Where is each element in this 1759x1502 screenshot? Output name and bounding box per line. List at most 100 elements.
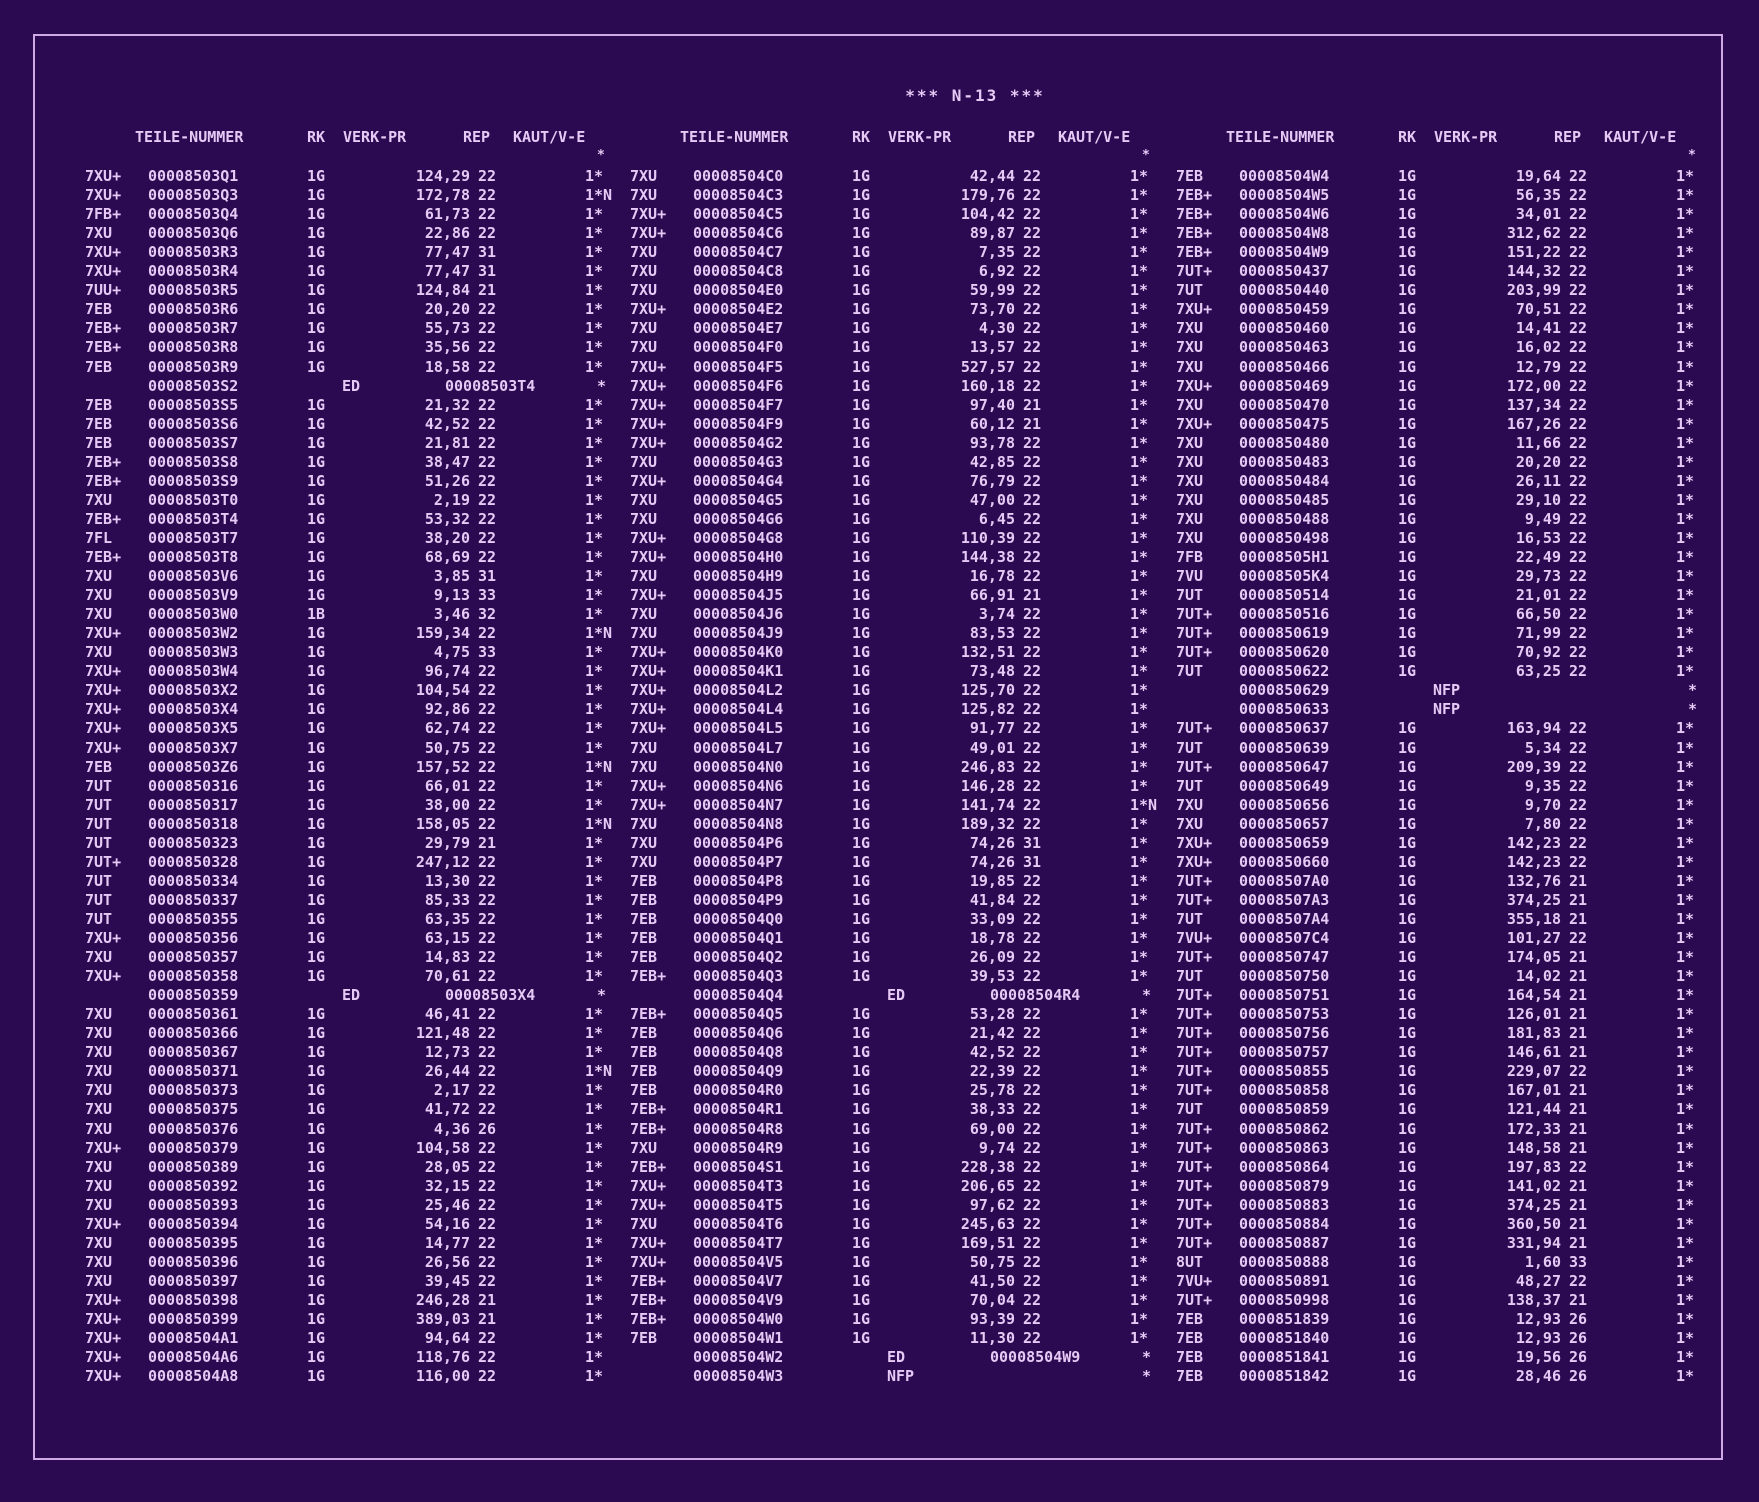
model-code: 7UT+	[1176, 624, 1213, 643]
rep-code: 21	[1569, 1081, 1588, 1100]
rep-code: 22	[478, 509, 497, 528]
part-number: 00008504V7	[693, 1271, 784, 1290]
model-code: 7XU	[85, 1176, 113, 1195]
rk-code: ED	[887, 986, 906, 1005]
rep-code: 22	[478, 338, 497, 357]
rep-code: 22	[1023, 262, 1042, 281]
part-number: 00008504W8	[1239, 224, 1330, 243]
kaut-flag: 1*	[585, 1176, 604, 1195]
sale-price: 19,64	[1515, 167, 1561, 185]
kaut-flag: 1*	[1676, 1176, 1695, 1195]
table-row: 7XU 00008504T6 1G 245,63 22 1*	[630, 1215, 1170, 1234]
table-row: 7XU+ 00008503W2 1G 159,34 22 1*N	[85, 624, 625, 643]
rk-code: 1G	[307, 224, 326, 243]
kaut-flag: 1*	[1676, 967, 1695, 986]
rep-code: 22	[1023, 1233, 1042, 1252]
part-number: 00008504V5	[693, 1252, 784, 1271]
sale-price: 59,99	[969, 281, 1015, 300]
table-row: 7XU+ 00008504A6 1G 118,76 22 1*	[85, 1348, 625, 1367]
part-number: 00008507A0	[1239, 871, 1330, 890]
rep-code: 26	[1569, 1310, 1588, 1328]
kaut-flag: 1*	[1130, 1043, 1149, 1062]
rep-code: 22	[1569, 757, 1588, 776]
kaut-flag: 1*	[1130, 1138, 1149, 1157]
part-number: 00008503T7	[148, 528, 239, 547]
kaut-flag: 1*	[1676, 795, 1695, 814]
sale-price: 89,87	[969, 224, 1015, 243]
sale-price: 20,20	[424, 300, 470, 319]
part-number: 00008503X2	[148, 681, 239, 700]
rep-code: 22	[478, 1233, 497, 1252]
part-number: 00008503T8	[148, 548, 239, 566]
kaut-flag: 1*	[1676, 1252, 1695, 1271]
model-code: 7EB	[630, 948, 658, 967]
kaut-flag: 1*	[585, 662, 604, 681]
kaut-flag: 1*	[1130, 414, 1149, 433]
rep-code: 22	[1023, 1062, 1042, 1081]
part-number: 00008507A3	[1239, 890, 1330, 909]
sale-price: 38,20	[424, 528, 470, 547]
table-row: 0000850633 NFP *	[1176, 700, 1716, 719]
sale-price: 70,04	[969, 1290, 1015, 1309]
kaut-flag: 1*N	[585, 624, 613, 643]
rk-code: 1G	[852, 186, 871, 205]
rep-code: 22	[1023, 338, 1042, 357]
sale-price: 126,01	[1506, 1005, 1561, 1024]
rep-code: 21	[1569, 1005, 1588, 1024]
kaut-flag: 1*	[1130, 338, 1149, 357]
table-row: 7XU+ 00008504F9 1G 60,12 21 1*	[630, 415, 1170, 434]
rep-code: 22	[1023, 224, 1042, 243]
rep-code: 21	[1569, 1119, 1588, 1138]
part-number: 00008503R6	[148, 300, 239, 319]
model-code: 7XU	[630, 852, 658, 871]
table-row: 7EB+ 00008504S1 1G 228,38 22 1*	[630, 1158, 1170, 1177]
kaut-flag: 1*	[1130, 1233, 1149, 1252]
rep-code: 22	[478, 814, 497, 833]
rk-code: 1G	[307, 1214, 326, 1233]
part-number: 00008504A8	[148, 1367, 239, 1386]
rk-code: 1G	[852, 1138, 871, 1157]
part-number: 00008504P7	[693, 852, 784, 871]
model-code: 7XU+	[85, 738, 122, 757]
rk-code: 1G	[852, 338, 871, 357]
table-row: 7XU+ 0000850379 1G 104,58 22 1*	[85, 1139, 625, 1158]
rep-code: 21	[1569, 1138, 1588, 1157]
part-number: 0000850864	[1239, 1157, 1330, 1176]
table-row: 7XU 00008504J9 1G 83,53 22 1*	[630, 624, 1170, 643]
part-number: 0000850514	[1239, 586, 1330, 605]
rep-code: 21	[1569, 967, 1588, 986]
rk-code: 1G	[852, 224, 871, 243]
sale-price: 7,35	[978, 243, 1015, 262]
model-code: 7EB+	[630, 1310, 667, 1328]
kaut-flag: 1*	[1676, 281, 1695, 300]
table-row: 0000850629 NFP *	[1176, 681, 1716, 700]
sale-price: 312,62	[1506, 224, 1561, 243]
part-number: 0000850318	[148, 814, 239, 833]
part-number: 00008504W0	[693, 1310, 784, 1328]
model-code: 7XU	[630, 281, 658, 300]
model-code: 7UT	[85, 909, 113, 928]
rk-code: 1G	[852, 1062, 871, 1081]
kaut-flag: 1*	[1676, 509, 1695, 528]
table-row: 7XU+ 00008503W4 1G 96,74 22 1*	[85, 662, 625, 681]
rk-code: 1G	[852, 1081, 871, 1100]
model-code: 7EB	[85, 433, 113, 452]
table-row: 7UT 0000850859 1G 121,44 21 1*	[1176, 1100, 1716, 1119]
rep-code: 22	[1023, 890, 1042, 909]
table-row: 7UT+ 0000850998 1G 138,37 21 1*	[1176, 1291, 1716, 1310]
rep-code: 22	[1023, 452, 1042, 471]
table-row: 7XU+ 00008503R4 1G 77,47 31 1*	[85, 262, 625, 281]
sale-price: 13,57	[969, 338, 1015, 357]
rep-code: 22	[478, 167, 497, 185]
part-number: 0000850660	[1239, 852, 1330, 871]
kaut-flag: 1*	[1130, 1271, 1149, 1290]
rk-code: 1G	[307, 281, 326, 300]
table-row: 7XU 0000850488 1G 9,49 22 1*	[1176, 510, 1716, 529]
rep-code: 22	[478, 1062, 497, 1081]
table-row: 7XU 0000850484 1G 26,11 22 1*	[1176, 472, 1716, 491]
model-code: 7XU+	[630, 224, 667, 243]
part-number: 0000850884	[1239, 1214, 1330, 1233]
table-row: 7XU+ 00008503X5 1G 62,74 22 1*	[85, 719, 625, 738]
rep-code: 21	[1569, 1290, 1588, 1309]
rk-code: 1G	[307, 738, 326, 757]
